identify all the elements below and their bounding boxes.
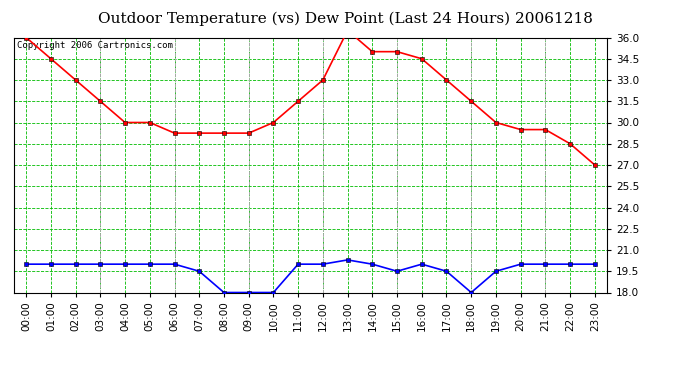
- Text: Copyright 2006 Cartronics.com: Copyright 2006 Cartronics.com: [17, 41, 172, 50]
- Text: Outdoor Temperature (vs) Dew Point (Last 24 Hours) 20061218: Outdoor Temperature (vs) Dew Point (Last…: [97, 11, 593, 26]
